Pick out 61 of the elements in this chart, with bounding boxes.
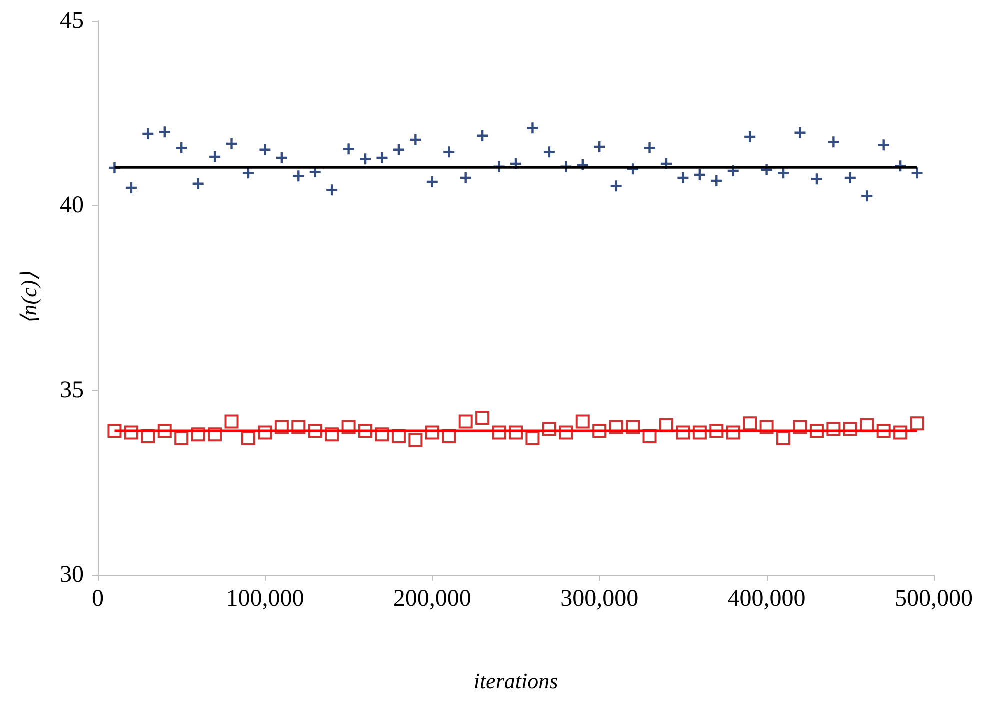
y-tick-label: 45 — [60, 8, 84, 34]
point — [224, 414, 239, 429]
point — [410, 134, 422, 146]
point — [226, 138, 238, 150]
point — [526, 431, 540, 446]
point — [159, 126, 170, 138]
y-tick-label: 35 — [60, 377, 84, 404]
point — [862, 190, 873, 202]
point — [426, 176, 438, 188]
point — [610, 180, 622, 192]
y-tick-label: 30 — [60, 562, 84, 588]
point — [811, 174, 822, 185]
x-tick-label: 200,000 — [393, 586, 472, 612]
point — [844, 172, 856, 184]
point — [393, 144, 404, 156]
point — [241, 431, 256, 446]
x-tick-label: 400,000 — [728, 586, 806, 612]
point — [878, 140, 890, 151]
point — [828, 136, 840, 148]
point — [912, 168, 923, 179]
point — [476, 411, 490, 426]
point — [527, 122, 538, 134]
y-axis-title: ⟨n(c)⟩ — [16, 271, 42, 325]
point — [778, 168, 790, 179]
point — [408, 433, 423, 448]
point — [544, 146, 555, 158]
point — [711, 175, 722, 186]
y-tick-label: 40 — [60, 192, 84, 219]
point — [594, 141, 606, 152]
point — [776, 431, 791, 446]
x-tick-label: 100,000 — [226, 586, 304, 612]
x-tick-label: 300,000 — [560, 586, 639, 612]
point — [343, 144, 354, 155]
point — [744, 131, 756, 142]
point — [360, 154, 372, 165]
point — [192, 178, 204, 190]
point — [460, 172, 472, 184]
x-axis-title: iterations — [474, 668, 558, 694]
point — [644, 142, 656, 154]
point — [678, 172, 689, 184]
point — [174, 431, 189, 446]
point — [477, 130, 488, 142]
point — [293, 170, 304, 182]
point — [276, 152, 288, 164]
point — [743, 416, 758, 431]
point — [260, 144, 271, 156]
point — [444, 146, 455, 158]
point — [242, 168, 254, 179]
x-tick-label: 500,000 — [895, 586, 973, 612]
point — [694, 170, 706, 181]
point — [376, 152, 388, 164]
point — [576, 414, 590, 429]
point — [458, 414, 473, 429]
point — [142, 128, 154, 140]
x-tick-label: 0 — [92, 586, 104, 612]
point — [910, 416, 924, 431]
point — [126, 182, 137, 194]
point — [176, 142, 188, 154]
point — [326, 184, 338, 196]
point — [794, 127, 806, 138]
point — [210, 151, 221, 162]
